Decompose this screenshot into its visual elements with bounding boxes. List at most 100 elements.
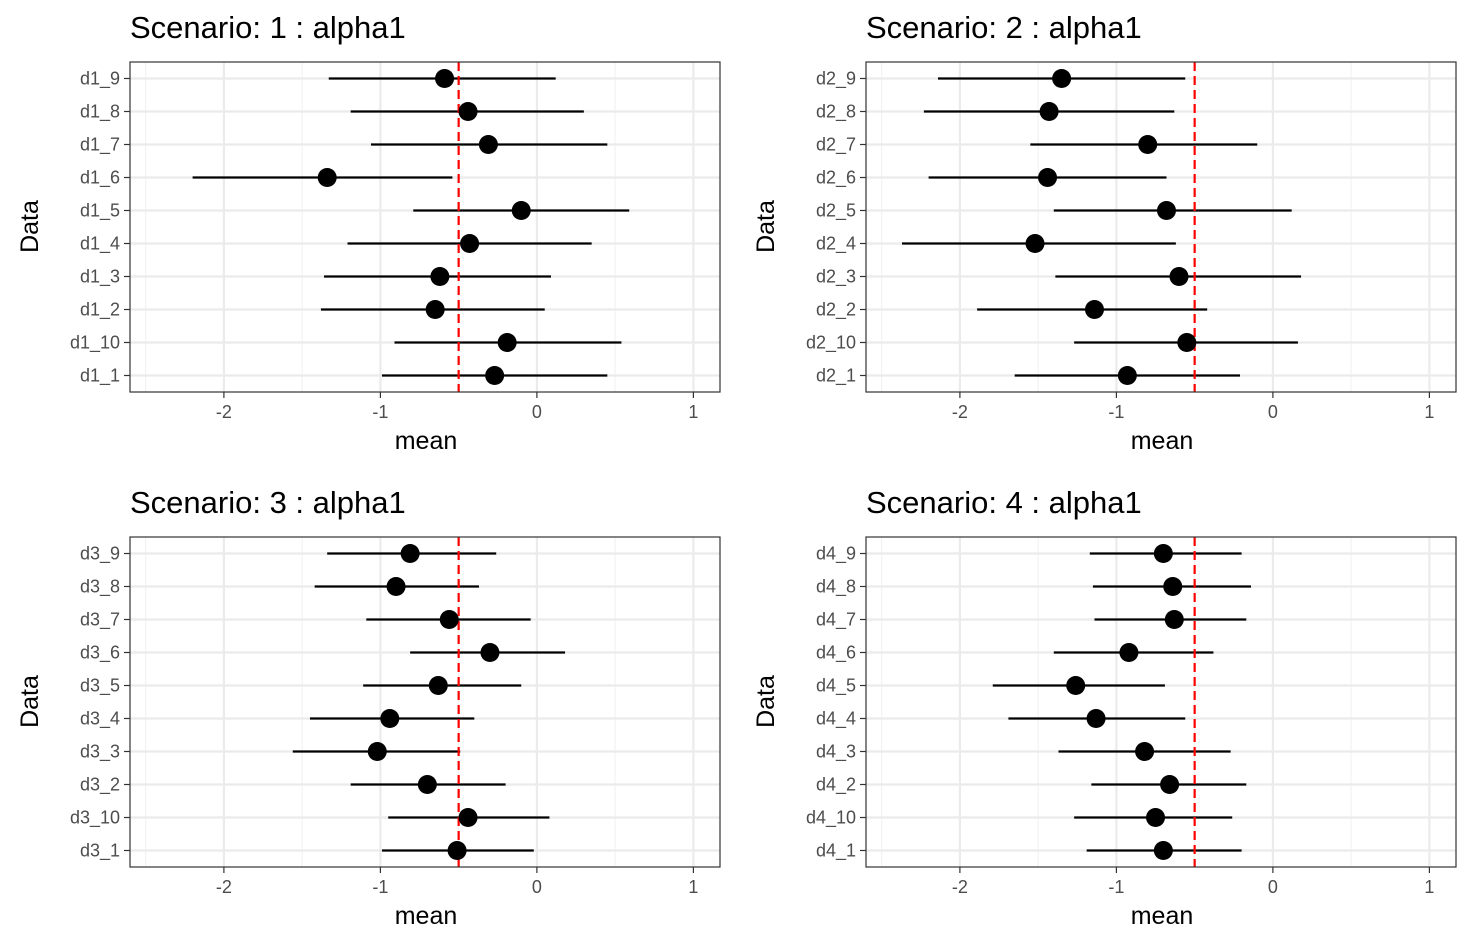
y-tick-label: d4_5 xyxy=(816,676,856,697)
panel-border xyxy=(129,61,721,393)
data-point xyxy=(430,267,450,286)
data-point xyxy=(428,676,448,695)
data-point xyxy=(425,300,445,319)
y-tick-label: d2_5 xyxy=(816,201,856,222)
y-tick-label: d1_9 xyxy=(80,69,120,90)
data-point xyxy=(435,69,455,88)
x-tick-label: -2 xyxy=(952,402,968,422)
data-point xyxy=(1119,643,1139,662)
y-tick-label: d3_10 xyxy=(70,808,120,829)
y-tick-label: d2_3 xyxy=(816,267,856,288)
y-tick-label: d1_1 xyxy=(80,366,120,387)
y-tick-label: d3_1 xyxy=(80,841,120,862)
y-tick-label: d1_8 xyxy=(80,102,120,123)
x-tick-label: 0 xyxy=(1268,402,1278,422)
y-tick-label: d3_3 xyxy=(80,742,120,763)
data-point xyxy=(386,577,406,596)
y-axis-label: Data xyxy=(15,675,44,728)
data-point xyxy=(458,808,478,827)
data-point xyxy=(1146,808,1166,827)
data-point xyxy=(460,234,480,253)
panel-border xyxy=(129,536,721,868)
x-tick-label: 0 xyxy=(1268,877,1278,897)
x-tick-label: -2 xyxy=(216,877,232,897)
data-point xyxy=(447,841,467,860)
chart-panel-2: Scenario: 2 : alpha1 d2_1 d2_10 d2_2 d2_3 d2… xyxy=(736,0,1472,475)
chart-title: Scenario: 2 : alpha1 xyxy=(866,10,1142,45)
y-tick-label: d2_4 xyxy=(816,234,856,255)
y-tick-label: d2_8 xyxy=(816,102,856,123)
data-point xyxy=(1138,135,1158,154)
x-tick-label: -1 xyxy=(1108,402,1124,422)
y-tick-label: d4_8 xyxy=(816,577,856,598)
data-point xyxy=(1086,709,1106,728)
y-tick-label: d4_3 xyxy=(816,742,856,763)
data-point xyxy=(485,366,505,385)
y-tick-label: d4_1 xyxy=(816,841,856,862)
panel-background xyxy=(866,62,1456,392)
plot-area: d4_1 d4_10 d4_2 d4_3 d4_4 d4_5 d4_6 d4_7 d4_8 d4_… xyxy=(806,536,1457,897)
x-tick-label: 0 xyxy=(532,877,542,897)
y-tick-label: d1_6 xyxy=(80,168,120,189)
y-tick-label: d1_3 xyxy=(80,267,120,288)
data-point xyxy=(1153,544,1173,563)
x-tick-label: 1 xyxy=(688,402,698,422)
y-tick-label: d4_10 xyxy=(806,808,856,829)
data-point xyxy=(1084,300,1104,319)
y-tick-label: d1_10 xyxy=(70,333,120,354)
data-point xyxy=(1164,610,1184,629)
data-point xyxy=(497,333,517,352)
data-point xyxy=(417,775,437,794)
x-tick-label: 1 xyxy=(1424,877,1434,897)
data-point xyxy=(367,742,387,761)
data-point xyxy=(1160,775,1180,794)
y-tick-label: d3_5 xyxy=(80,676,120,697)
y-tick-label: d3_6 xyxy=(80,643,120,664)
y-tick-label: d4_4 xyxy=(816,709,856,730)
x-axis-label: mean xyxy=(1130,427,1194,455)
y-tick-label: d1_2 xyxy=(80,300,120,321)
y-tick-label: d2_6 xyxy=(816,168,856,189)
y-tick-label: d3_8 xyxy=(80,577,120,598)
data-point xyxy=(1153,841,1173,860)
plot-area: d1_1 d1_10 d1_2 d1_3 d1_4 d1_5 d1_6 d1_7 d1_8 d1_… xyxy=(70,61,721,422)
y-tick-label: d4_6 xyxy=(816,643,856,664)
y-tick-label: d2_2 xyxy=(816,300,856,321)
y-tick-label: d4_9 xyxy=(816,544,856,565)
x-tick-label: -2 xyxy=(216,402,232,422)
y-tick-label: d4_7 xyxy=(816,610,856,631)
chart-title: Scenario: 1 : alpha1 xyxy=(130,10,406,45)
data-point xyxy=(1117,366,1137,385)
data-point xyxy=(1025,234,1045,253)
data-point xyxy=(458,102,478,121)
y-tick-label: d2_7 xyxy=(816,135,856,156)
y-axis-label: Data xyxy=(751,675,780,728)
data-point xyxy=(480,643,500,662)
y-tick-label: d2_1 xyxy=(816,366,856,387)
y-tick-label: d3_9 xyxy=(80,544,120,565)
x-tick-label: 1 xyxy=(1424,402,1434,422)
data-point xyxy=(1052,69,1072,88)
panel-background xyxy=(130,62,720,392)
chart-title: Scenario: 4 : alpha1 xyxy=(866,485,1142,520)
chart-title: Scenario: 3 : alpha1 xyxy=(130,485,406,520)
y-tick-label: d2_10 xyxy=(806,333,856,354)
chart-panel-4: Scenario: 4 : alpha1 d4_1 d4_10 d4_2 d4_3 d4… xyxy=(736,475,1472,950)
y-tick-label: d1_5 xyxy=(80,201,120,222)
y-tick-label: d3_4 xyxy=(80,709,120,730)
chart-panel-1: Scenario: 1 : alpha1 d1_1 d1_10 d1_2 d1_3 d1… xyxy=(0,0,736,475)
x-tick-label: 0 xyxy=(532,402,542,422)
data-point xyxy=(1177,333,1197,352)
data-point xyxy=(478,135,498,154)
data-point xyxy=(1066,676,1086,695)
data-point xyxy=(1038,168,1058,187)
y-axis-label: Data xyxy=(15,200,44,253)
y-tick-label: d1_4 xyxy=(80,234,120,255)
plot-area: d3_1 d3_10 d3_2 d3_3 d3_4 d3_5 d3_6 d3_7 d3_8 d3_… xyxy=(70,536,721,897)
x-tick-label: 1 xyxy=(688,877,698,897)
x-tick-label: -1 xyxy=(372,877,388,897)
x-axis-label: mean xyxy=(394,902,458,930)
data-point xyxy=(439,610,459,629)
x-tick-label: -1 xyxy=(372,402,388,422)
data-point xyxy=(400,544,420,563)
